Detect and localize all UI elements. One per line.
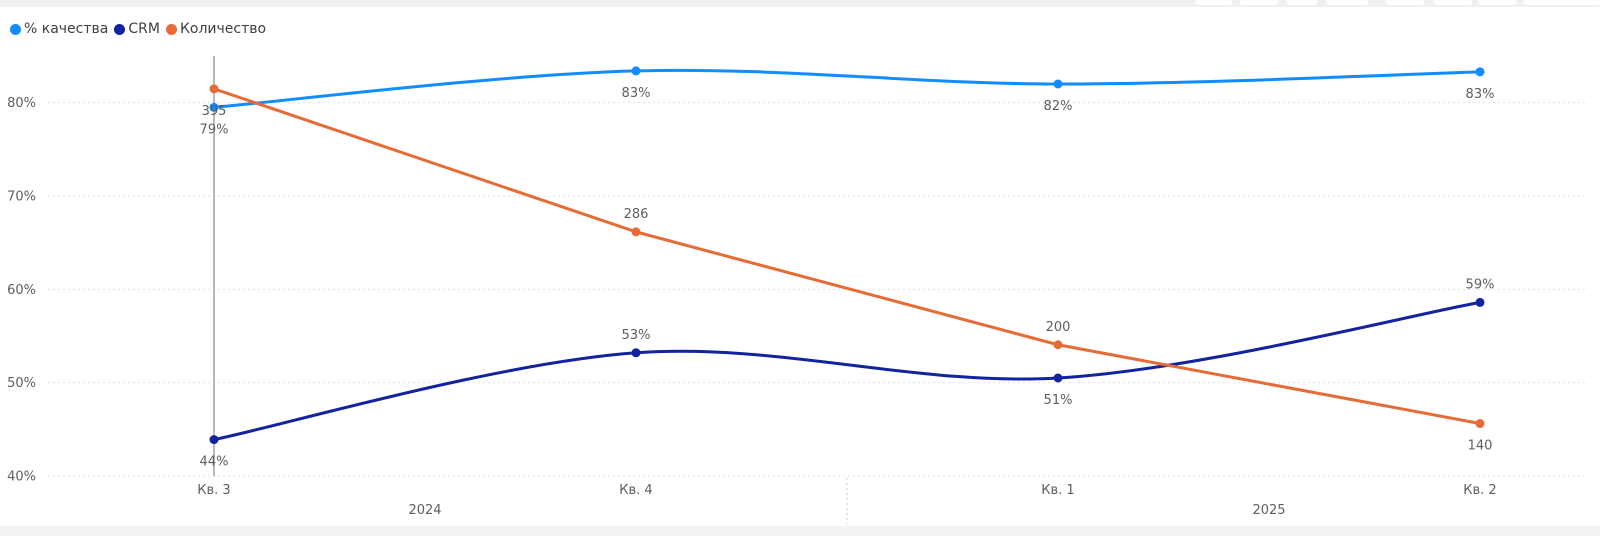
x-group-label: 2025 — [1252, 503, 1285, 518]
data-point-count[interactable] — [1053, 340, 1063, 350]
header-button[interactable] — [1196, 0, 1232, 5]
y-tick-label: 50% — [7, 376, 36, 391]
x-group-label: 2024 — [408, 503, 441, 518]
data-label-crm: 59% — [1466, 277, 1495, 292]
data-label-quality: 82% — [1044, 99, 1073, 114]
header-button[interactable] — [1434, 0, 1472, 5]
data-label-crm: 44% — [200, 455, 229, 470]
legend-marker-count — [165, 23, 177, 35]
data-point-quality[interactable] — [1475, 67, 1485, 77]
legend-label-count: Количество — [179, 21, 267, 37]
y-tick-label: 60% — [7, 283, 36, 298]
legend-marker-crm — [114, 23, 126, 35]
x-tick-label: Кв. 1 — [1041, 483, 1074, 498]
data-labels: 79% 83% 82% 83% 44% 53% 51% 59% 395 286 200 140 — [200, 86, 1495, 470]
data-point-crm[interactable] — [1475, 297, 1485, 307]
header-button[interactable] — [1326, 0, 1368, 5]
legend-label-quality: % качества — [24, 21, 109, 37]
header-button[interactable] — [1287, 0, 1317, 5]
data-points — [209, 66, 1485, 445]
data-label-count: 140 — [1468, 439, 1493, 454]
x-tick-label: Кв. 4 — [619, 483, 652, 498]
bottom-strip — [0, 526, 1600, 536]
data-point-count[interactable] — [209, 84, 219, 94]
data-point-quality[interactable] — [1053, 79, 1063, 89]
series-line-count[interactable] — [212, 87, 1482, 425]
series-line-crm[interactable] — [212, 300, 1482, 442]
data-point-quality[interactable] — [209, 102, 219, 112]
data-point-count[interactable] — [631, 227, 641, 237]
header-button[interactable] — [1240, 0, 1278, 5]
data-point-crm[interactable] — [631, 348, 641, 358]
data-label-crm: 51% — [1044, 393, 1073, 408]
header-button[interactable] — [1524, 0, 1600, 5]
x-axis: Кв. 3 Кв. 4 Кв. 1 Кв. 2 2024 2025 — [197, 478, 1497, 524]
gridlines — [48, 102, 1588, 477]
data-label-quality: 83% — [622, 86, 651, 101]
header-button[interactable] — [1478, 0, 1516, 5]
data-label-count: 395 — [202, 104, 227, 119]
legend-item-crm[interactable]: CRM — [114, 21, 160, 37]
y-tick-label: 40% — [7, 470, 36, 485]
data-label-count: 286 — [624, 207, 649, 222]
data-label-crm: 53% — [622, 328, 651, 343]
y-tick-label: 70% — [7, 190, 36, 205]
legend-label-crm: CRM — [128, 21, 160, 37]
y-axis-ticks: 40% 50% 60% 70% 80% — [7, 96, 36, 484]
data-point-count[interactable] — [1475, 419, 1485, 428]
x-tick-label: Кв. 3 — [197, 483, 230, 498]
data-point-quality[interactable] — [631, 66, 641, 76]
data-label-quality: 79% — [200, 122, 229, 137]
data-label-quality: 83% — [1466, 87, 1495, 102]
header-button[interactable] — [1386, 0, 1424, 5]
legend-item-quality[interactable]: % качества — [10, 21, 108, 37]
y-tick-label: 80% — [7, 96, 36, 111]
data-point-crm[interactable] — [1053, 373, 1063, 383]
x-tick-label: Кв. 2 — [1463, 483, 1496, 498]
legend-marker-quality — [10, 23, 21, 35]
data-label-count: 200 — [1046, 320, 1071, 335]
legend-item-count[interactable]: Количество — [165, 21, 267, 37]
chart-legend: % качества CRM Количество — [10, 21, 272, 37]
series-line-quality[interactable] — [212, 68, 1482, 109]
series-lines — [212, 68, 1482, 442]
data-point-crm[interactable] — [209, 435, 219, 445]
visual-header-strip — [0, 0, 1600, 7]
